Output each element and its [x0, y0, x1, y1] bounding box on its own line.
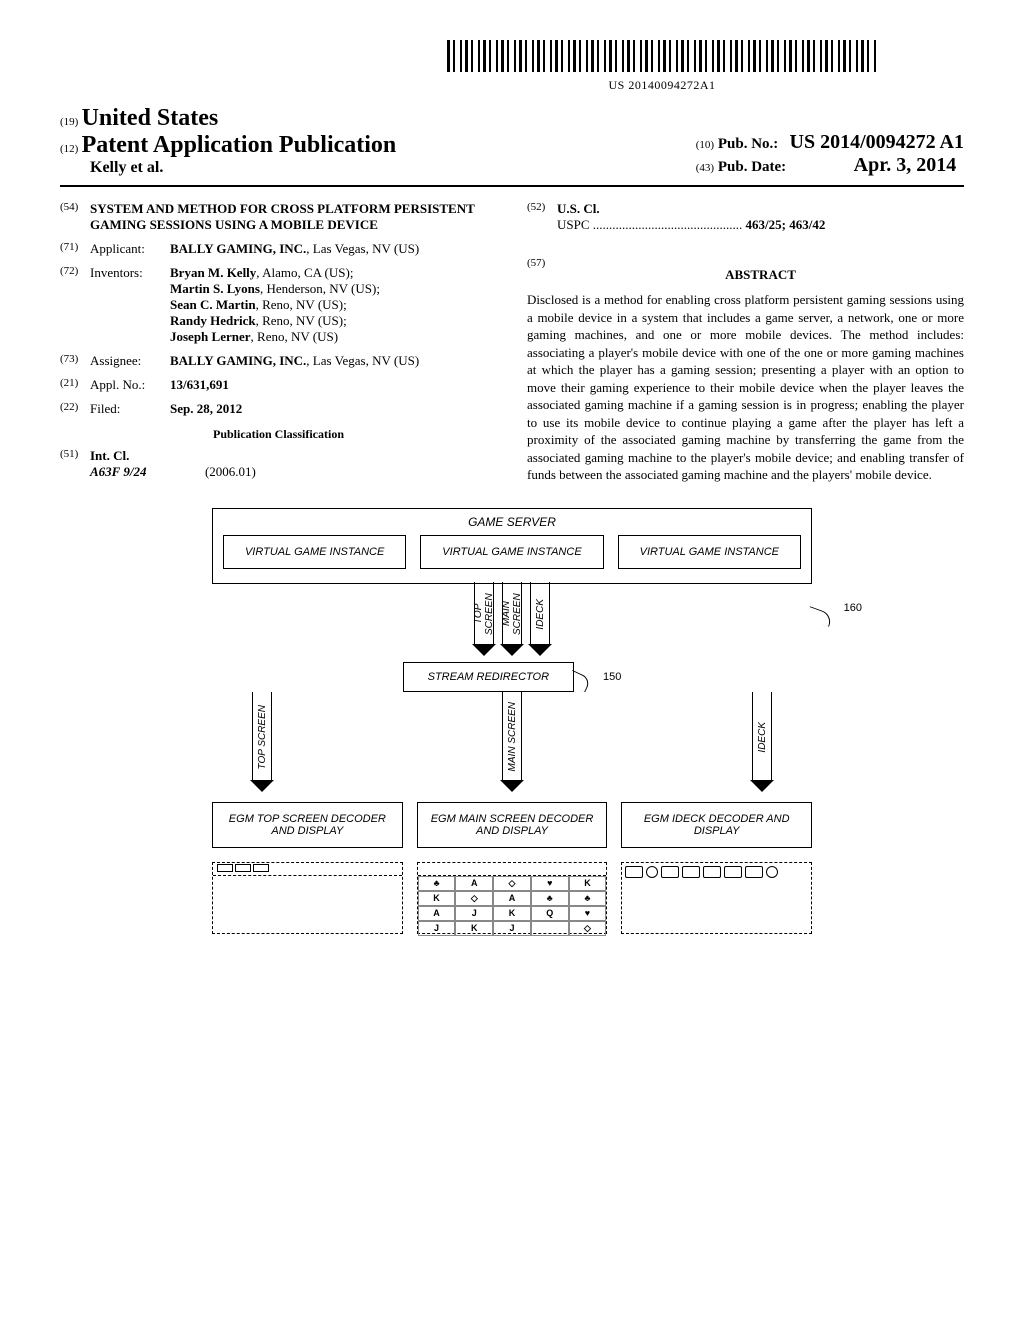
game-server-label: GAME SERVER: [223, 515, 801, 529]
inventor-4-name: Randy Hedrick: [170, 313, 256, 328]
assignee-label: Assignee:: [90, 353, 170, 369]
uspc-label: USPC: [557, 217, 590, 232]
arrow-top-screen: TOP SCREEN: [474, 582, 494, 646]
arrow-label-main2: MAIN SCREEN: [507, 702, 518, 771]
intcl-label: Int. Cl.: [90, 448, 129, 463]
egm-main-box: EGM MAIN SCREEN DECODER AND DISPLAY: [417, 802, 608, 848]
main-screen-display: ♣A◇♥K K◇A♣♣ AJKQ♥ JKJ◇: [417, 862, 608, 934]
inventor-3-loc: , Reno, NV (US);: [256, 297, 347, 312]
barcode-graphic: [447, 40, 877, 72]
invention-title: SYSTEM AND METHOD FOR CROSS PLATFORM PER…: [90, 201, 497, 233]
top-screen-display: [212, 862, 403, 934]
egm-top-box: EGM TOP SCREEN DECODER AND DISPLAY: [212, 802, 403, 848]
abstract-text: Disclosed is a method for enabling cross…: [527, 291, 964, 484]
game-server-box: GAME SERVER VIRTUAL GAME INSTANCE VIRTUA…: [212, 508, 812, 584]
vgi-box-2: VIRTUAL GAME INSTANCE: [420, 535, 603, 569]
arrow-main-screen: MAIN SCREEN: [502, 582, 522, 646]
filed-date: Sep. 28, 2012: [170, 401, 242, 416]
code-19: (19): [60, 116, 78, 128]
authors: Kelly et al.: [90, 159, 163, 176]
inventors-label: Inventors:: [90, 265, 170, 345]
decoder-boxes: EGM TOP SCREEN DECODER AND DISPLAY EGM M…: [212, 802, 812, 848]
arrow-group-bottom: TOP SCREEN MAIN SCREEN IDECK: [252, 692, 772, 802]
arrow-group-top: TOP SCREEN MAIN SCREEN IDECK 160: [212, 582, 812, 662]
arrow-bottom-top: TOP SCREEN: [252, 692, 272, 782]
inventors-list: Bryan M. Kelly, Alamo, CA (US); Martin S…: [170, 265, 497, 345]
slot-grid: ♣A◇♥K K◇A♣♣ AJKQ♥ JKJ◇: [418, 876, 607, 932]
abstract-heading: ABSTRACT: [557, 267, 964, 283]
patent-figure: GAME SERVER VIRTUAL GAME INSTANCE VIRTUA…: [212, 508, 812, 934]
stream-redirector-box: STREAM REDIRECTOR: [403, 662, 574, 692]
inventor-4-loc: , Reno, NV (US);: [256, 313, 347, 328]
code-72: (72): [60, 265, 90, 345]
applno-label: Appl. No.:: [90, 377, 170, 393]
inventor-3-name: Sean C. Martin: [170, 297, 256, 312]
assignee-name: BALLY GAMING, INC.: [170, 353, 306, 368]
header-left: (19) United States (12) Patent Applicati…: [60, 105, 396, 177]
arrow-ideck: IDECK: [530, 582, 550, 646]
header-right: (10) Pub. No.: US 2014/0094272 A1 (43) P…: [696, 131, 964, 177]
ref-160: 160: [844, 602, 862, 614]
publication-type: Patent Application Publication: [82, 132, 397, 158]
appl-no: 13/631,691: [170, 377, 229, 392]
egm-ideck-box: EGM IDECK DECODER AND DISPLAY: [621, 802, 812, 848]
uscl-label: U.S. Cl.: [557, 201, 600, 216]
uspc-dots: ........................................…: [593, 217, 743, 232]
redirector-row: STREAM REDIRECTOR 150: [212, 662, 812, 692]
applicant-loc: , Las Vegas, NV (US): [306, 241, 419, 256]
code-21: (21): [60, 377, 90, 393]
display-screens-row: ♣A◇♥K K◇A♣♣ AJKQ♥ JKJ◇: [212, 862, 812, 934]
intcl-date: (2006.01): [205, 464, 256, 479]
code-57: (57): [527, 257, 557, 291]
assignee-loc: , Las Vegas, NV (US): [306, 353, 419, 368]
code-73: (73): [60, 353, 90, 369]
inventor-1-loc: , Alamo, CA (US);: [256, 265, 353, 280]
pub-classification-heading: Publication Classification: [60, 427, 497, 442]
right-column: (52) U.S. Cl. USPC .....................…: [527, 201, 964, 488]
applicant-label: Applicant:: [90, 241, 170, 257]
leader-160: [806, 606, 834, 627]
uspc-values: 463/25; 463/42: [746, 217, 826, 232]
code-12: (12): [60, 143, 78, 155]
country: United States: [82, 105, 219, 131]
inventor-2-loc: , Henderson, NV (US);: [260, 281, 380, 296]
vgi-box-1: VIRTUAL GAME INSTANCE: [223, 535, 406, 569]
pub-date: Apr. 3, 2014: [854, 154, 957, 176]
code-51: (51): [60, 448, 90, 480]
ref-150: 150: [603, 671, 621, 683]
code-10: (10): [696, 139, 714, 151]
inventor-1-name: Bryan M. Kelly: [170, 265, 256, 280]
pub-number: US 2014/0094272 A1: [790, 131, 964, 153]
filed-label: Filed:: [90, 401, 170, 417]
arrow-label-top: TOP SCREEN: [473, 582, 495, 646]
inventor-2-name: Martin S. Lyons: [170, 281, 260, 296]
ideck-display: [621, 862, 812, 934]
pubno-label: Pub. No.:: [718, 136, 778, 152]
applicant-name: BALLY GAMING, INC.: [170, 241, 306, 256]
pubdate-label: Pub. Date:: [718, 159, 786, 175]
code-54: (54): [60, 201, 90, 233]
code-43: (43): [696, 162, 714, 174]
inventor-5-loc: , Reno, NV (US): [251, 329, 339, 344]
arrow-label-main: MAIN SCREEN: [501, 582, 523, 646]
bibliographic-columns: (54) SYSTEM AND METHOD FOR CROSS PLATFOR…: [60, 201, 964, 488]
inventor-5-name: Joseph Lerner: [170, 329, 251, 344]
arrow-bottom-ideck: IDECK: [752, 692, 772, 782]
code-52: (52): [527, 201, 557, 233]
code-22: (22): [60, 401, 90, 417]
arrow-label-ideck: IDECK: [535, 599, 546, 630]
left-column: (54) SYSTEM AND METHOD FOR CROSS PLATFOR…: [60, 201, 497, 488]
code-71: (71): [60, 241, 90, 257]
arrow-bottom-main: MAIN SCREEN: [502, 692, 522, 782]
arrow-label-ideck2: IDECK: [757, 722, 768, 753]
arrow-label-top2: TOP SCREEN: [257, 705, 268, 769]
intcl-class: A63F 9/24: [90, 464, 146, 479]
barcode-text: US 20140094272A1: [360, 78, 964, 93]
divider: [60, 185, 964, 187]
barcode-block: US 20140094272A1: [360, 40, 964, 93]
vgi-box-3: VIRTUAL GAME INSTANCE: [618, 535, 801, 569]
